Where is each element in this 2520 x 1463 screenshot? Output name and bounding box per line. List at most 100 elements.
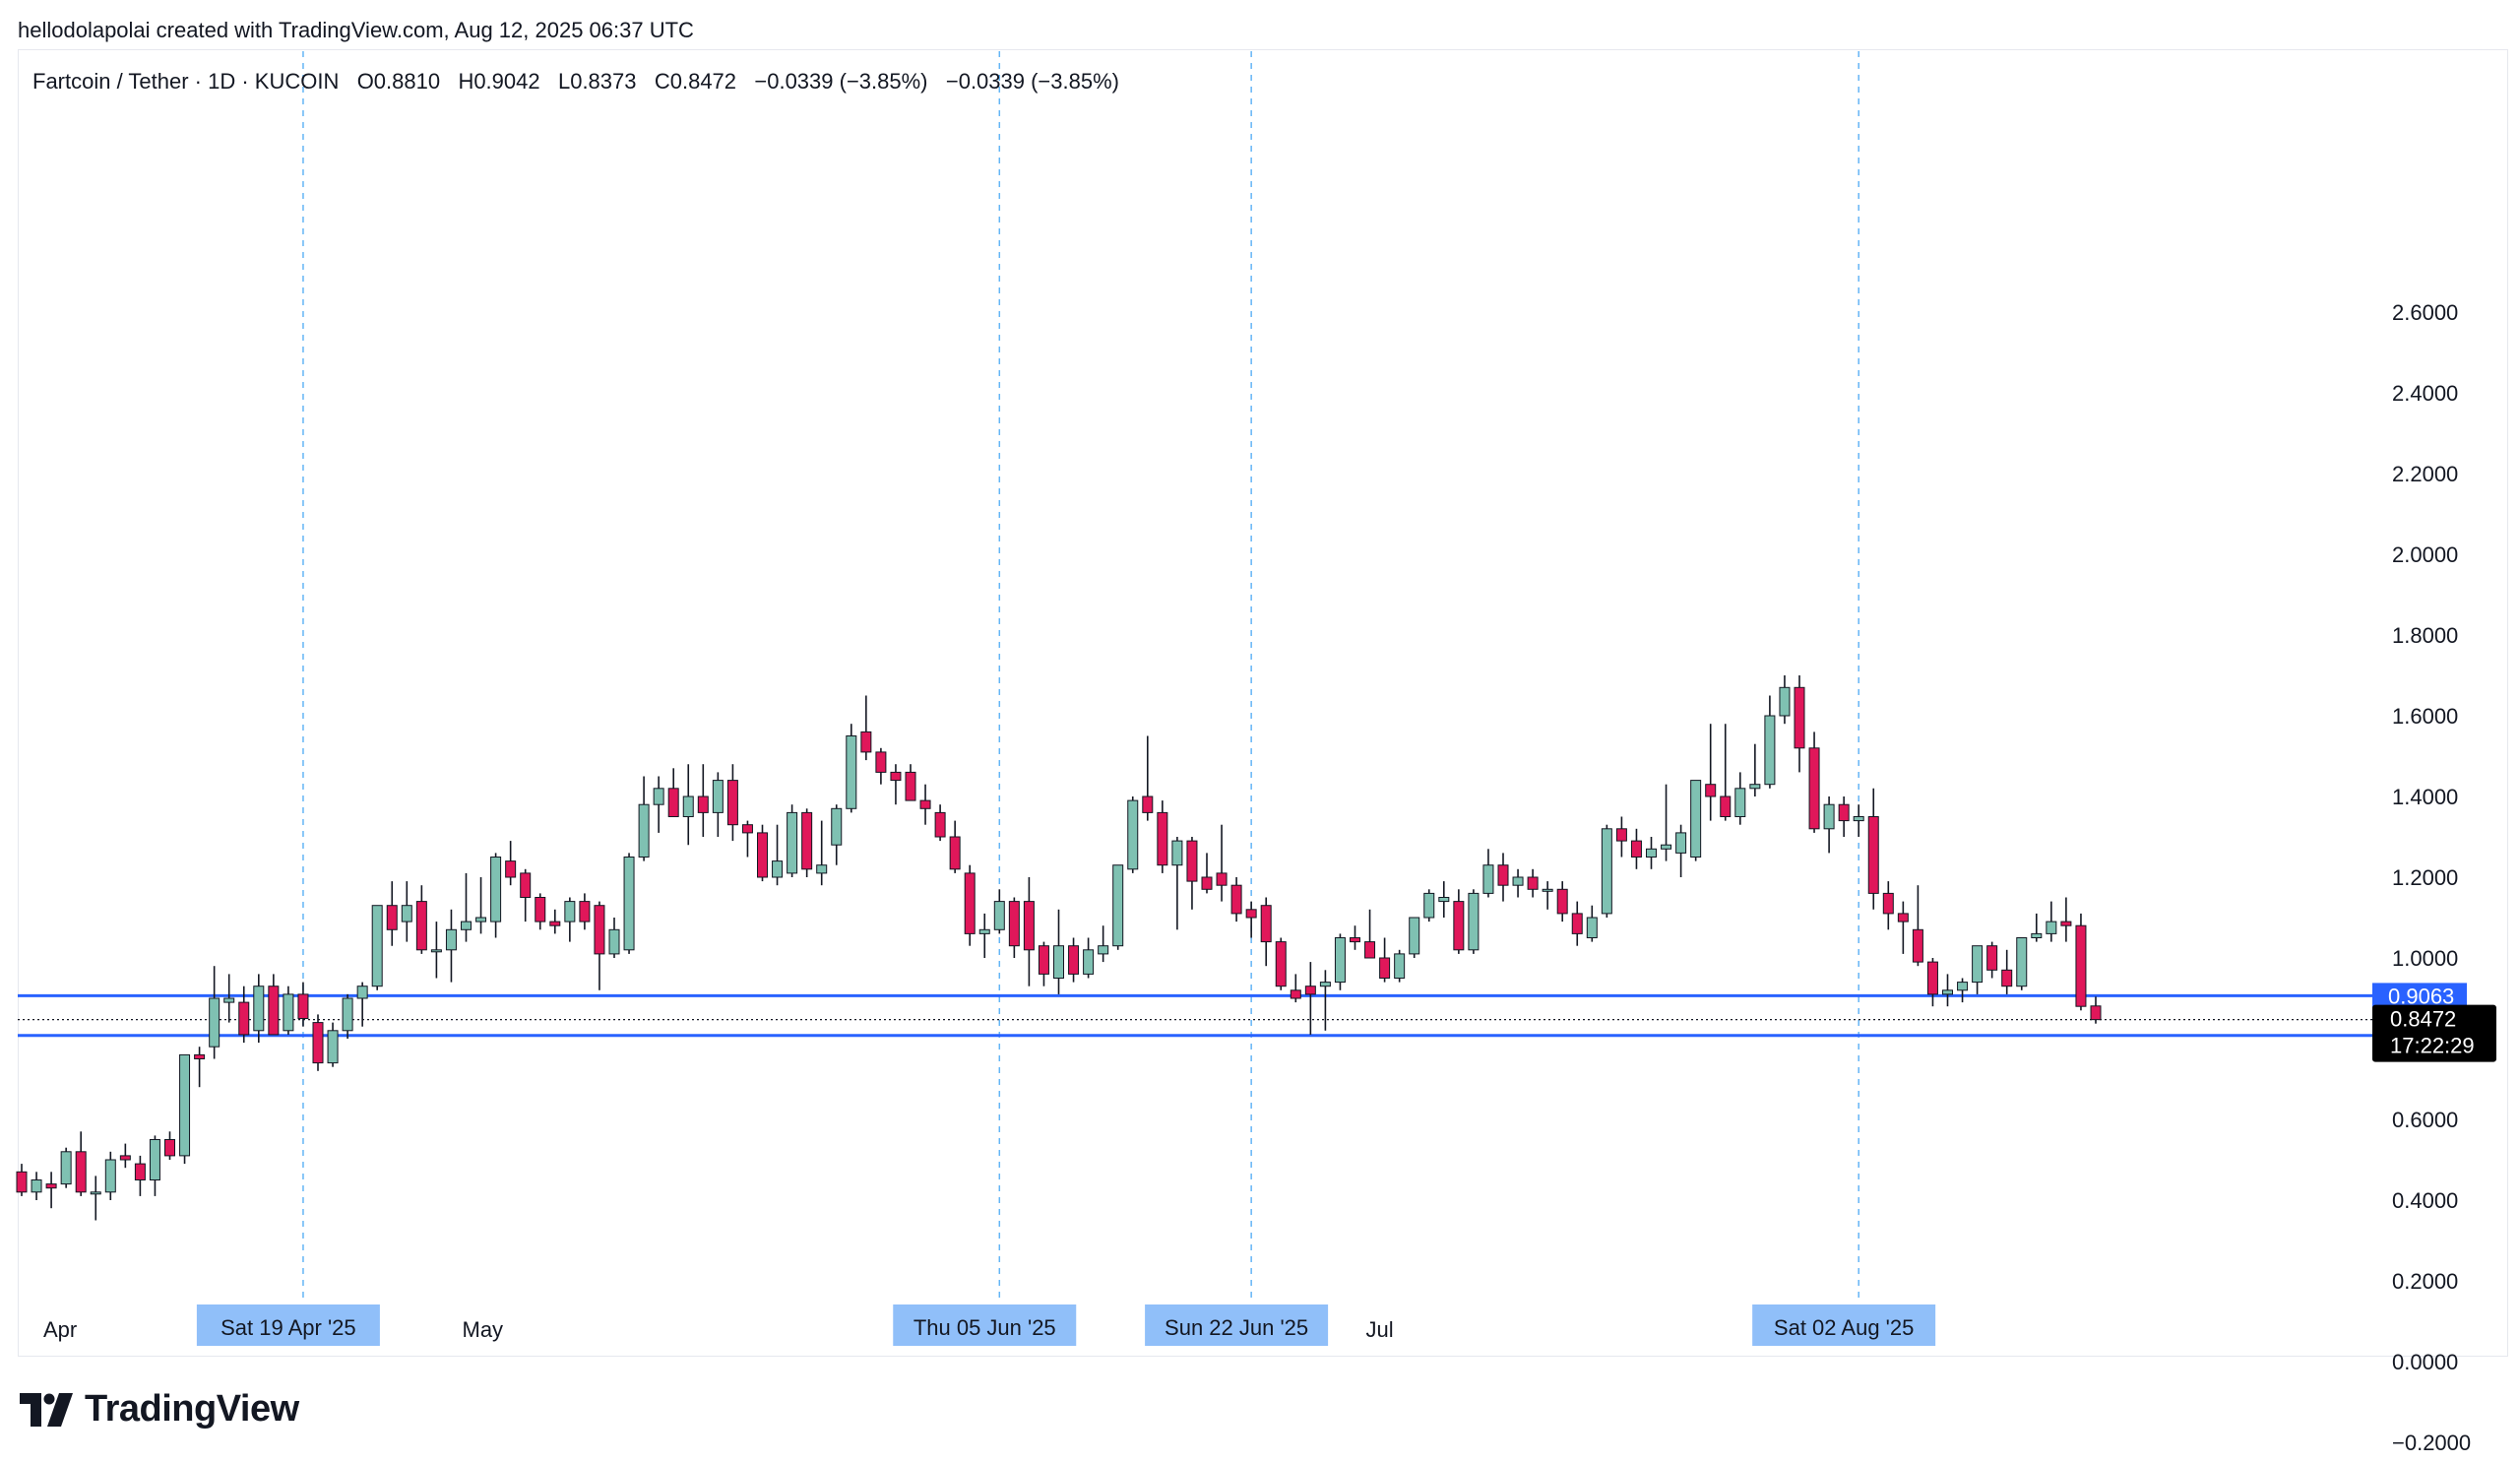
candle-body xyxy=(2090,1005,2102,1021)
candle-body xyxy=(1661,844,1672,850)
candle-body xyxy=(490,857,502,922)
price-axis-label: 0.6000 xyxy=(2392,1108,2458,1132)
candle-body xyxy=(1334,937,1346,984)
date-tag: Sat 02 Aug '25 xyxy=(1752,1304,1936,1346)
candle-body xyxy=(253,986,265,1032)
candle-body xyxy=(1068,945,1080,975)
candle-body xyxy=(594,905,605,955)
candle-body xyxy=(860,731,872,753)
candle-body xyxy=(1794,686,1805,749)
candle-body xyxy=(1867,816,1879,894)
candle-body xyxy=(2001,969,2013,987)
candle-body xyxy=(1304,986,1316,995)
candle-body xyxy=(179,1053,191,1157)
candle-body xyxy=(772,860,784,878)
date-tag: Thu 05 Jun '25 xyxy=(893,1304,1077,1346)
candle-body xyxy=(475,917,487,922)
candle-body xyxy=(1882,892,1894,915)
date-tag-label: Sun 22 Jun '25 xyxy=(1165,1315,1308,1340)
candle-body xyxy=(1556,888,1568,915)
candle-body xyxy=(682,795,694,817)
symbol-legend: Fartcoin / Tether · 1D · KUCOIN O0.8810 … xyxy=(32,69,1119,95)
candle-body xyxy=(1764,715,1776,786)
candle-body xyxy=(653,788,664,805)
candle-body xyxy=(549,921,561,926)
legend-high: H0.9042 xyxy=(458,69,540,94)
candle-body xyxy=(1275,941,1287,987)
candle-body xyxy=(386,905,398,930)
author-credit: hellodolapolai created with TradingView.… xyxy=(18,18,694,42)
price-axis-label: 2.4000 xyxy=(2392,381,2458,406)
candle-body xyxy=(1512,876,1524,886)
candle-body xyxy=(1734,788,1746,817)
candle-body xyxy=(223,997,235,1003)
candle-body xyxy=(816,864,828,874)
candle-body xyxy=(1290,989,1301,999)
candle-body xyxy=(757,832,768,878)
candle-body xyxy=(1690,780,1702,858)
candle-body xyxy=(283,993,294,1032)
candle-body xyxy=(964,872,976,934)
candle-body xyxy=(1527,876,1539,890)
candle-body xyxy=(371,905,383,987)
legend-open: O0.8810 xyxy=(356,69,441,94)
candle-body xyxy=(461,921,472,930)
candle-body xyxy=(401,905,412,922)
candle-body xyxy=(1230,884,1242,915)
price-axis-label: 0.2000 xyxy=(2392,1269,2458,1294)
candle-body xyxy=(905,771,916,801)
candle-body xyxy=(1823,803,1835,830)
candle-body xyxy=(1912,928,1923,963)
candle-body xyxy=(608,928,620,955)
candle-body xyxy=(1838,803,1850,822)
price-axis-label: 1.6000 xyxy=(2392,704,2458,729)
candle-body xyxy=(1957,982,1969,991)
candle-body xyxy=(1171,840,1183,866)
candle-body xyxy=(1675,832,1687,854)
candle-body xyxy=(1083,949,1095,975)
candle-body xyxy=(1245,909,1257,919)
candle-body xyxy=(1008,901,1020,947)
candle-body xyxy=(2046,921,2057,934)
last-price-tag xyxy=(2372,1004,2496,1062)
candle-body xyxy=(741,824,753,834)
last-price-text: 0.8472 xyxy=(2390,1007,2456,1032)
candle-body xyxy=(801,811,813,870)
candle-body xyxy=(890,771,902,782)
candle-body xyxy=(164,1139,175,1157)
candle-body xyxy=(134,1163,146,1180)
candle-body xyxy=(1482,864,1494,894)
candle-body xyxy=(1394,953,1406,980)
legend-change-secondary: −0.0339 (−3.85%) xyxy=(945,69,1119,94)
candle-body xyxy=(831,807,843,846)
candle-body xyxy=(1438,897,1450,903)
candle-body xyxy=(1127,799,1139,870)
candle-body xyxy=(1942,989,1953,995)
candle-body xyxy=(846,735,857,809)
candle-body xyxy=(1379,957,1391,979)
candle-body xyxy=(1453,901,1465,951)
candle-body xyxy=(1112,864,1124,947)
candle-body xyxy=(1749,784,1761,790)
chart-frame xyxy=(18,49,2508,1357)
candle-body xyxy=(934,811,946,838)
candle-body xyxy=(875,751,887,773)
candle-body xyxy=(2031,932,2043,939)
candle-body xyxy=(1497,864,1509,886)
candle-body xyxy=(1571,913,1583,934)
candle-body xyxy=(1423,892,1435,919)
candle-body xyxy=(104,1159,116,1193)
candle-body xyxy=(356,986,368,999)
tradingview-logo[interactable]: TradingView xyxy=(20,1388,299,1431)
candle-body xyxy=(1853,816,1864,822)
candle-body xyxy=(149,1139,160,1180)
candle-body xyxy=(1186,840,1198,882)
candle-body xyxy=(90,1191,101,1195)
candle-body xyxy=(919,799,931,809)
candle-body xyxy=(787,811,798,874)
candle-body xyxy=(1468,892,1480,951)
candle-body xyxy=(1364,941,1376,959)
candle-body xyxy=(535,897,546,922)
candle-body xyxy=(430,949,442,953)
